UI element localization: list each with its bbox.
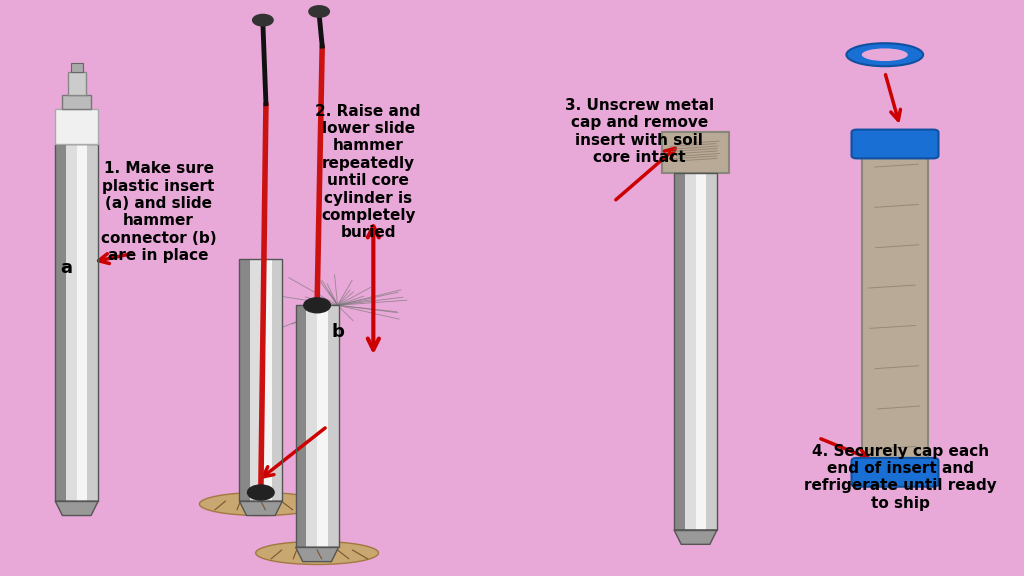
Bar	[674, 173, 717, 530]
Bar	[240, 259, 283, 501]
Text: 4. Securely cap each
end of insert and
refrigerate until ready
to ship: 4. Securely cap each end of insert and r…	[804, 444, 996, 511]
Polygon shape	[240, 501, 283, 516]
Text: 2. Raise and
lower slide
hammer
repeatedly
until core
cylinder is
completely
bur: 2. Raise and lower slide hammer repeated…	[315, 104, 421, 241]
Bar	[271, 259, 283, 501]
Bar	[55, 109, 98, 144]
Circle shape	[304, 298, 331, 313]
Circle shape	[248, 485, 274, 500]
Bar	[87, 144, 98, 501]
Bar	[66, 144, 77, 501]
Ellipse shape	[862, 48, 908, 61]
Text: 1. Make sure
plastic insert
(a) and slide
hammer
connector (b)
are in place: 1. Make sure plastic insert (a) and slid…	[100, 161, 216, 263]
Bar	[296, 305, 306, 547]
Ellipse shape	[200, 492, 323, 516]
Bar	[695, 173, 707, 530]
Bar	[62, 95, 91, 109]
Bar	[306, 305, 317, 547]
Polygon shape	[55, 501, 98, 516]
Bar	[55, 144, 98, 501]
Text: 3. Unscrew metal
cap and remove
insert with soil
core intact: 3. Unscrew metal cap and remove insert w…	[564, 98, 714, 165]
Bar	[55, 144, 66, 501]
Bar	[674, 173, 685, 530]
Text: b: b	[331, 323, 344, 340]
Bar	[261, 259, 271, 501]
Polygon shape	[674, 530, 717, 544]
Bar	[68, 72, 86, 95]
Bar	[685, 173, 695, 530]
Bar	[71, 63, 83, 72]
Bar	[328, 305, 339, 547]
Circle shape	[309, 6, 330, 17]
Ellipse shape	[847, 43, 923, 66]
Bar	[250, 259, 261, 501]
FancyBboxPatch shape	[852, 130, 938, 158]
Text: a: a	[60, 259, 73, 277]
Bar	[663, 132, 729, 173]
Bar	[862, 156, 928, 461]
Polygon shape	[296, 547, 339, 562]
Bar	[296, 305, 339, 547]
Ellipse shape	[256, 541, 379, 564]
Circle shape	[253, 14, 273, 26]
FancyBboxPatch shape	[852, 458, 938, 487]
Bar	[240, 259, 250, 501]
Bar	[317, 305, 328, 547]
Bar	[707, 173, 717, 530]
Bar	[77, 144, 87, 501]
